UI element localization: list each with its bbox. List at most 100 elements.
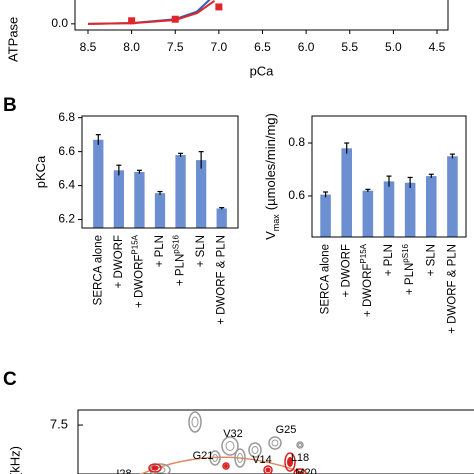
category-superscript: P15A xyxy=(130,234,139,254)
peak-contour xyxy=(237,453,243,463)
bar xyxy=(93,139,104,228)
peak-contour xyxy=(298,443,302,447)
category-superscript: pS16 xyxy=(401,243,410,262)
peak-label: V14 xyxy=(252,454,272,466)
peak-contour xyxy=(151,465,159,471)
x-tick-label: 5.0 xyxy=(385,40,402,54)
category: + DWORF & PLN xyxy=(216,235,228,325)
bar xyxy=(154,193,166,228)
category-superscript: pS16 xyxy=(171,234,180,253)
bar xyxy=(404,182,416,237)
x-tick-label: SERCA alone xyxy=(92,235,104,305)
category: + DWORF xyxy=(341,244,353,297)
axes-frame xyxy=(81,115,239,229)
x-tick-label: + PLN xyxy=(383,244,395,276)
peak-contour xyxy=(209,450,221,466)
peak-label: V32 xyxy=(223,428,243,440)
marker xyxy=(215,3,223,11)
panel-label: B xyxy=(3,95,17,116)
x-tick-label: + SLN xyxy=(195,235,207,267)
peak-contour xyxy=(287,457,293,467)
bar xyxy=(216,208,227,228)
curve xyxy=(87,0,211,25)
category: + DWORF & PLN xyxy=(446,244,458,334)
category: + DWORF xyxy=(133,255,145,308)
y-label-rest: (µmoles/min/mg) xyxy=(263,113,278,210)
peak-contour xyxy=(225,441,235,451)
peak-label: M20 xyxy=(295,467,316,474)
x-tick-label: 6.5 xyxy=(254,40,271,54)
y-axis-label: (kHz) xyxy=(7,446,22,474)
x-tick-label: + DWORF & PLN xyxy=(216,235,228,325)
x-tick-label: + DWORF & PLN xyxy=(446,244,458,334)
peak-contour xyxy=(271,439,279,447)
y-tick-label: 6.6 xyxy=(58,144,75,158)
x-tick-label: 6.0 xyxy=(298,40,315,54)
category: SERCA alone xyxy=(92,235,104,305)
bar xyxy=(383,181,395,237)
category: + PLN xyxy=(175,254,187,286)
y-label: pKCa xyxy=(33,155,48,188)
x-tick-label: 7.0 xyxy=(211,40,228,54)
category: + DWORF xyxy=(113,235,125,288)
bar xyxy=(320,194,331,237)
peak-contour xyxy=(263,465,273,474)
category: + PLN xyxy=(154,235,166,267)
peak-contour xyxy=(222,462,230,470)
y-tick-label: 0.6 xyxy=(288,188,305,202)
y-axis-label: pKCa xyxy=(33,155,48,188)
y-tick-label: 0.8 xyxy=(288,135,305,149)
y-axis-label: Vmax (µmoles/min/mg) xyxy=(263,113,281,240)
bar xyxy=(196,160,207,228)
x-tick-label: + DWORF xyxy=(113,235,125,288)
peak-contour xyxy=(248,442,262,458)
y-tick-label: 7.5 xyxy=(50,416,68,431)
category: + PLN xyxy=(383,244,395,276)
peak-contour xyxy=(293,468,307,474)
x-axis-label: pCa xyxy=(250,63,275,78)
peak-label: I28 xyxy=(116,468,131,474)
category: + DWORF xyxy=(362,264,374,317)
panel-label: C xyxy=(3,369,17,390)
y-tick-label: 0.0 xyxy=(51,16,68,30)
peak-label: G21 xyxy=(193,450,214,462)
peak-contour xyxy=(191,416,199,428)
x-tick-label: + SLN xyxy=(425,244,437,276)
peak-contour xyxy=(224,464,228,468)
x-tick-label: 5.5 xyxy=(341,40,358,54)
y-axis-label: ATPase xyxy=(5,17,20,62)
peak-contour xyxy=(234,448,246,468)
peak-contour xyxy=(296,471,304,474)
bar xyxy=(175,155,186,228)
x-tick-label: + PLNpS16 xyxy=(401,243,416,295)
category: + PLN xyxy=(404,263,416,295)
x-tick-label: SERCA alone xyxy=(320,244,332,314)
y-tick-label: 6.2 xyxy=(58,212,75,226)
x-tick-label: 8.0 xyxy=(123,40,140,54)
axes-frame xyxy=(74,0,449,31)
y-label: V xyxy=(263,231,278,240)
x-tick-label: 8.5 xyxy=(80,40,97,54)
x-tick-label: 7.5 xyxy=(167,40,184,54)
peak-contour xyxy=(296,441,304,449)
bar xyxy=(134,172,145,228)
bar xyxy=(426,176,437,237)
x-tick-label: 4.5 xyxy=(429,40,446,54)
peak-contour xyxy=(265,467,271,473)
x-tick-label: + PLNpS16 xyxy=(171,234,186,286)
peak-contour xyxy=(251,446,259,454)
y-tick-label: 6.8 xyxy=(58,110,75,124)
peak-contour xyxy=(284,452,296,472)
x-tick-label: + PLN xyxy=(154,235,166,267)
x-tick-label: + DWORFP15A xyxy=(358,243,373,317)
category: SERCA alone xyxy=(320,244,332,314)
peak-label: L18 xyxy=(291,452,309,464)
x-tick-label: + DWORFP15A xyxy=(130,234,145,308)
category: + SLN xyxy=(425,244,437,276)
peak-contour xyxy=(148,463,162,473)
marker xyxy=(128,17,136,25)
category-superscript: P15A xyxy=(358,243,367,263)
x-tick-label: + DWORF xyxy=(341,244,353,297)
peak-contour xyxy=(188,411,202,433)
bar xyxy=(447,156,458,237)
